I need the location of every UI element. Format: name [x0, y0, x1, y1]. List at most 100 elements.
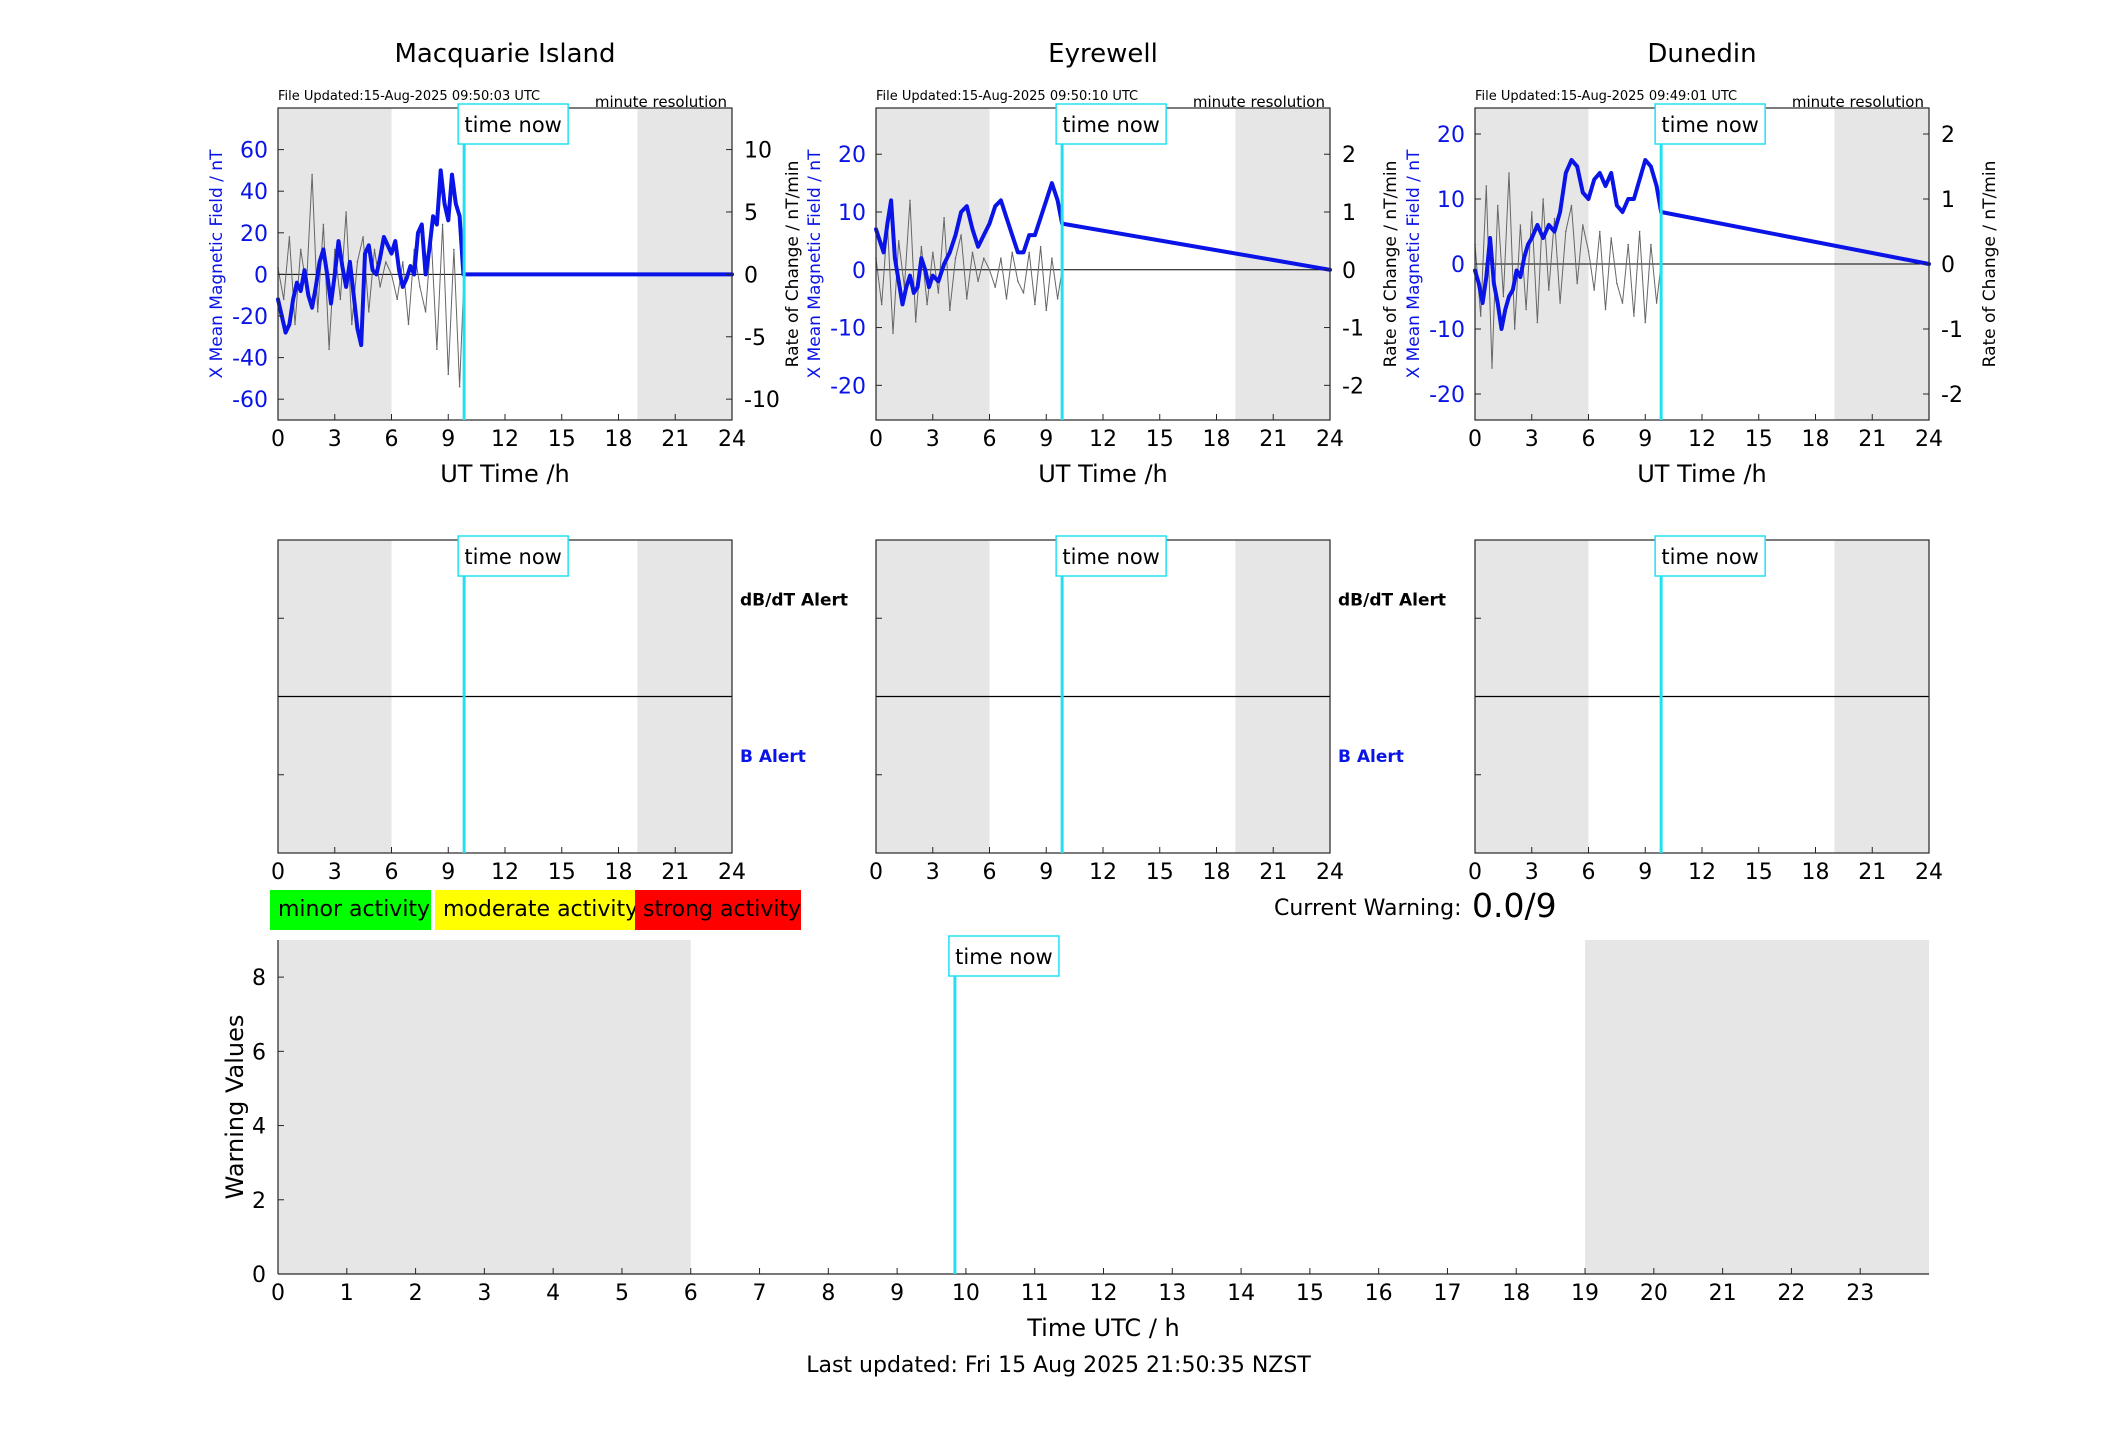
station-1-rate-point — [960, 234, 962, 236]
station-0-rate-point — [282, 298, 285, 301]
station-0-field-point — [352, 293, 356, 297]
station-0-rate-point — [447, 373, 450, 376]
station-2-ytick-label: -10 — [1429, 318, 1465, 343]
station-0-xtick-label: 0 — [271, 427, 285, 452]
station-1-field-point — [982, 233, 986, 237]
station-0-field-point — [325, 272, 329, 276]
station-1-night-shading-1 — [1235, 108, 1330, 420]
station-2-ylabel-left: X Mean Magnetic Field / nT — [1404, 149, 1424, 379]
station-1-rate-point — [971, 251, 974, 254]
station-2-ytick-right-label: 2 — [1941, 123, 1955, 148]
station-0-field-point — [439, 168, 443, 172]
warning-xtick-label: 21 — [1709, 1281, 1737, 1306]
station-0-rate-point — [441, 223, 444, 226]
station-2-rate-point — [1610, 237, 1612, 239]
station-0-field-point — [359, 343, 363, 347]
station-1-rate-point — [1045, 309, 1048, 312]
station-2-ytick-label: 0 — [1451, 253, 1465, 278]
station-0-field-point — [420, 223, 424, 226]
station-1-rate-point — [1028, 251, 1030, 254]
station-2-field-point — [1511, 288, 1515, 292]
alert-0-time-now-label: time now — [464, 545, 561, 569]
alert-1-xtick-label: 24 — [1316, 860, 1344, 885]
warning-xtick-label: 1 — [340, 1281, 354, 1306]
station-2-field-point — [1558, 210, 1562, 214]
station-0-rate-point — [453, 248, 455, 251]
alert-1-time-now-label: time now — [1062, 545, 1159, 569]
station-0-field-series — [276, 168, 734, 348]
station-2-rate-point — [1565, 230, 1567, 233]
alert-0-dbdt-alert-label: dB/dT Alert — [740, 591, 848, 611]
station-1-rate-point — [892, 332, 894, 335]
station-2-rate-point — [1479, 315, 1482, 317]
station-2-rate-point — [1513, 328, 1516, 330]
station-1-night-shading-0 — [876, 108, 990, 420]
warning-time-now-box — [948, 935, 1060, 977]
station-0-field-point — [291, 297, 295, 301]
station-0-field-point — [382, 235, 386, 239]
station-2-rate-point — [1599, 230, 1601, 233]
station-2-rate-point — [1621, 302, 1624, 304]
alert-2-xtick-label: 18 — [1802, 860, 1830, 885]
station-0-ytick-label: 60 — [240, 139, 268, 164]
station-2-field-point — [1564, 171, 1568, 175]
station-1-field-point — [1044, 198, 1048, 202]
station-0-rate-point — [390, 273, 393, 276]
station-1-ytick-label: 10 — [838, 201, 866, 226]
station-2-field-point — [1655, 184, 1659, 188]
station-1-xtick-label: 24 — [1316, 427, 1344, 452]
station-0-field-point — [412, 272, 416, 276]
station-1-rate-point — [994, 286, 996, 288]
alert-0-xtick-label: 6 — [385, 860, 399, 885]
warning-ytick-label: 2 — [252, 1189, 266, 1214]
last-updated-text: Last updated: Fri 15 Aug 2025 21:50:35 N… — [806, 1353, 1311, 1378]
station-0-rate-point — [339, 298, 342, 301]
warning-xtick-label: 11 — [1021, 1281, 1049, 1306]
current-warning-label: Current Warning: — [1274, 896, 1462, 921]
station-1-xtick-label: 3 — [926, 427, 940, 452]
station-2-rate-point — [1587, 250, 1590, 252]
alert-2-xtick-label: 9 — [1638, 860, 1652, 885]
station-2-rate-point — [1491, 367, 1493, 369]
station-1-field-point — [901, 302, 904, 306]
station-0-field-point — [416, 231, 420, 235]
station-0-rate-point — [458, 385, 461, 388]
station-1-ylabel-right: Rate of Change / nT/min — [1381, 161, 1401, 368]
warning-xtick-label: 15 — [1296, 1281, 1324, 1306]
station-1-rate-point — [920, 245, 923, 248]
station-2-time-now-box — [1654, 103, 1766, 145]
station-0-time-now-box — [457, 103, 569, 145]
station-2-field-point — [1621, 210, 1624, 214]
warning-night-shading-0 — [278, 940, 691, 1274]
station-2-field-point — [1522, 256, 1526, 259]
station-1-field-point — [885, 222, 889, 226]
station-0-field-point — [355, 327, 359, 330]
station-1-rate-point — [1034, 303, 1036, 306]
station-0-rate-point — [288, 236, 291, 238]
station-2-rate-point — [1604, 308, 1607, 311]
warning-xtick-label: 23 — [1846, 1281, 1874, 1306]
station-0-field-point — [435, 223, 439, 226]
station-0-rate-point — [436, 348, 438, 351]
station-0-rate-series — [277, 174, 465, 388]
station-1-rate-point — [1017, 280, 1019, 283]
station-2-ytick-label: -20 — [1429, 383, 1465, 408]
alert-2-xtick-label: 3 — [1525, 860, 1539, 885]
station-1-title: Eyrewell — [1048, 39, 1158, 69]
station-2-rate-point — [1553, 217, 1556, 220]
station-1-rate-point — [988, 269, 991, 271]
station-0-field-point — [371, 268, 375, 272]
station-1-field-point — [912, 291, 916, 295]
station-2-rate-point — [1542, 198, 1544, 200]
station-2-rate-point — [1627, 243, 1629, 246]
station-2-rate-point — [1633, 315, 1635, 317]
alert-1-xtick-label: 6 — [983, 860, 997, 885]
legend-moderate-activity: moderate activity — [435, 890, 638, 930]
station-0-field-point — [408, 264, 412, 268]
alert-2-xtick-label: 21 — [1858, 860, 1886, 885]
alert-1-xtick-label: 12 — [1089, 860, 1117, 885]
station-1-field-point — [1022, 250, 1025, 254]
station-2-rate-point — [1485, 185, 1488, 187]
station-2-ytick-right-label: -2 — [1941, 383, 1963, 408]
